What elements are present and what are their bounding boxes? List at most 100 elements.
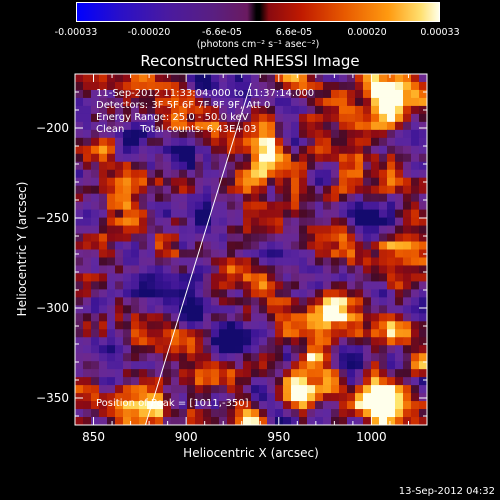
heatmap-cell	[267, 345, 276, 354]
heatmap-cell	[283, 121, 292, 131]
heatmap-cell	[139, 401, 148, 410]
heatmap-cell	[235, 105, 244, 115]
heatmap-cell	[379, 241, 388, 251]
heatmap-cell	[379, 385, 388, 394]
heatmap-cell	[307, 337, 316, 346]
heatmap-cell	[211, 137, 220, 147]
heatmap-cell	[123, 409, 132, 418]
heatmap-cell	[83, 209, 92, 219]
heatmap-cell	[267, 369, 276, 378]
heatmap-cell	[243, 385, 252, 394]
heatmap-cell	[155, 337, 164, 346]
heatmap-cell	[379, 337, 388, 346]
heatmap-cell	[275, 369, 284, 378]
heatmap-cell	[363, 385, 372, 394]
heatmap-cell	[419, 393, 427, 402]
heatmap-cell	[243, 169, 252, 179]
heatmap-cell	[99, 217, 108, 227]
heatmap-cell	[155, 121, 164, 131]
heatmap-cell	[371, 241, 380, 251]
heatmap-cell	[139, 217, 148, 227]
heatmap-cell	[387, 257, 396, 267]
heatmap-cell	[403, 249, 412, 259]
heatmap-cell	[403, 321, 412, 330]
heatmap-cell	[331, 97, 340, 107]
heatmap-cell	[299, 129, 308, 139]
heatmap-cell	[331, 89, 340, 99]
heatmap-cell	[299, 177, 308, 187]
heatmap-cell	[315, 377, 324, 386]
heatmap-cell	[331, 145, 340, 155]
heatmap-cell	[227, 321, 236, 330]
heatmap-cell	[291, 337, 300, 346]
heatmap-cell	[379, 265, 388, 275]
heatmap-cell	[155, 209, 164, 219]
heatmap-cell	[379, 361, 388, 370]
heatmap-cell	[115, 137, 124, 147]
heatmap-cell	[275, 305, 284, 314]
heatmap-cell	[171, 209, 180, 219]
heatmap-cell	[395, 353, 404, 362]
heatmap-cell	[283, 353, 292, 362]
heatmap-cell	[83, 393, 92, 402]
heatmap-cell	[347, 409, 356, 418]
heatmap-cell	[163, 313, 172, 322]
heatmap-cell	[387, 185, 396, 195]
heatmap-cell	[379, 97, 388, 107]
heatmap-cell	[403, 153, 412, 163]
heatmap-cell	[387, 105, 396, 115]
heatmap-cell	[315, 161, 324, 171]
heatmap-cell	[115, 337, 124, 346]
heatmap-cell	[91, 193, 100, 203]
heatmap-cell	[411, 177, 420, 187]
heatmap-cell	[179, 105, 188, 115]
heatmap-cell	[251, 105, 260, 115]
heatmap-cell	[203, 417, 212, 425]
heatmap-cell	[203, 393, 212, 402]
heatmap-cell	[403, 273, 412, 283]
heatmap-cell	[123, 417, 132, 425]
heatmap-cell	[251, 313, 260, 322]
heatmap-cell	[347, 329, 356, 338]
heatmap-cell	[411, 393, 420, 402]
heatmap-cell	[107, 193, 116, 203]
heatmap-cell	[83, 241, 92, 251]
heatmap-cell	[91, 89, 100, 99]
heatmap-cell	[123, 273, 132, 283]
heatmap-cell	[339, 417, 348, 425]
heatmap-cell	[363, 265, 372, 275]
heatmap-cell	[83, 377, 92, 386]
heatmap-cell	[155, 113, 164, 123]
heatmap-cell	[291, 233, 300, 243]
heatmap-cell	[411, 121, 420, 131]
heatmap-cell	[259, 249, 268, 259]
heatmap-cell	[235, 185, 244, 195]
heatmap-cell	[123, 137, 132, 147]
heatmap-cell	[171, 313, 180, 322]
heatmap-cell	[259, 209, 268, 219]
heatmap-cell	[203, 401, 212, 410]
heatmap-cell	[331, 81, 340, 91]
heatmap-cell	[203, 337, 212, 346]
heatmap-cell	[131, 97, 140, 107]
heatmap-cell	[91, 233, 100, 243]
heatmap-cell	[139, 113, 148, 123]
heatmap-cell	[323, 281, 332, 290]
heatmap-cell	[419, 113, 427, 123]
heatmap-cell	[171, 417, 180, 425]
heatmap-cell	[171, 289, 180, 298]
heatmap-cell	[123, 401, 132, 410]
heatmap-cell	[363, 161, 372, 171]
heatmap-cell	[347, 321, 356, 330]
heatmap-cell	[155, 329, 164, 338]
heatmap-cell	[83, 121, 92, 131]
heatmap-cell	[179, 409, 188, 418]
heatmap-cell	[363, 209, 372, 219]
heatmap-cell	[259, 161, 268, 171]
heatmap-cell	[419, 385, 427, 394]
heatmap-cell	[83, 137, 92, 147]
heatmap-cell	[99, 145, 108, 155]
heatmap-cell	[259, 353, 268, 362]
x-tick-label: 850	[82, 430, 105, 444]
heatmap-cell	[371, 209, 380, 219]
